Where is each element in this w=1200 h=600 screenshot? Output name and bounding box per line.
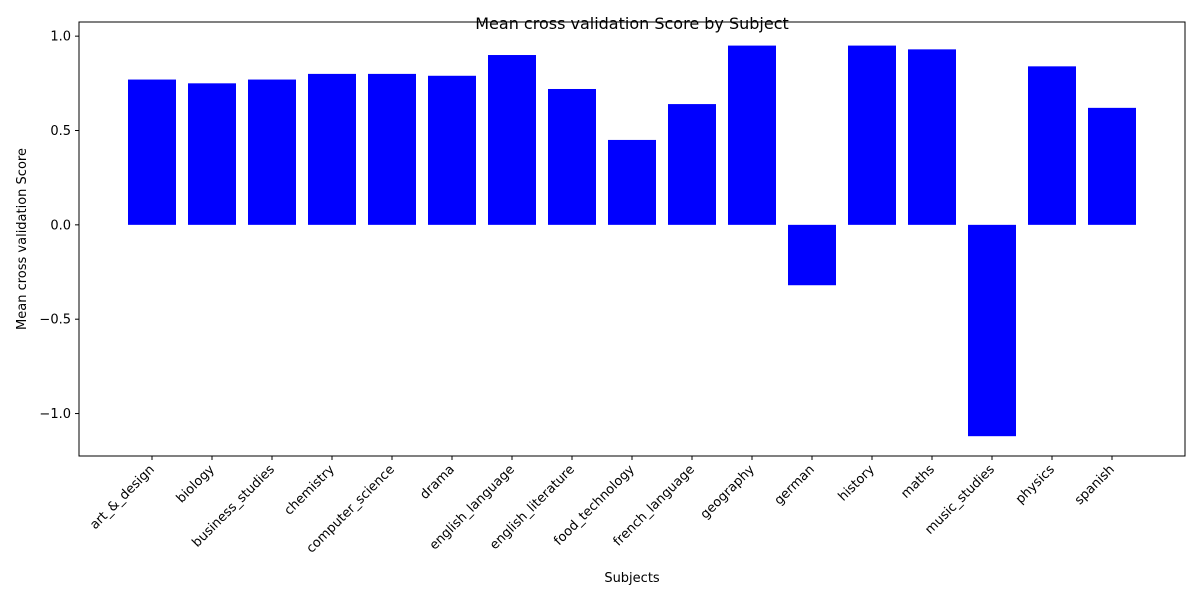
bar-spanish	[1088, 107, 1136, 225]
bar-art_&_design	[128, 79, 176, 225]
y-axis-label: Mean cross validation Score	[15, 148, 30, 330]
chart-title: Mean cross validation Score by Subject	[475, 14, 789, 33]
bar-german	[788, 224, 836, 286]
x-tick-label: german	[772, 462, 818, 508]
bar-computer_science	[368, 73, 416, 225]
y-tick-label: 1.0	[50, 30, 71, 45]
x-tick-label: history	[836, 462, 878, 504]
bar-english_literature	[548, 88, 596, 225]
bar-history	[848, 45, 896, 225]
bars-group	[128, 45, 1136, 437]
x-tick-label: maths	[898, 462, 938, 502]
bar-french_language	[668, 104, 716, 225]
x-tick-label: chemistry	[282, 462, 338, 518]
bar-physics	[1028, 66, 1076, 225]
plot-frame	[78, 21, 1186, 457]
bar-maths	[908, 49, 956, 225]
bar-geography	[728, 45, 776, 225]
x-axis-label: Subjects	[604, 571, 660, 586]
y-tick-label: −1.0	[39, 407, 71, 422]
x-tick-label: physics	[1013, 462, 1058, 507]
bar-chemistry	[308, 73, 356, 225]
x-tick-label: spanish	[1072, 462, 1118, 508]
y-axis-ticks: −1.0 −0.5 0.0 0.5 1.0	[39, 30, 79, 422]
x-tick-label: geography	[698, 462, 758, 522]
bar-biology	[188, 83, 236, 225]
y-tick-label: 0.0	[50, 218, 71, 233]
y-tick-label: −0.5	[39, 313, 71, 328]
bar-food_technology	[608, 139, 656, 225]
bar-business_studies	[248, 79, 296, 225]
x-tick-label: art_&_design	[87, 462, 157, 532]
x-tick-label: drama	[417, 462, 457, 502]
x-tick-label: biology	[174, 462, 218, 506]
bar-music_studies	[968, 224, 1016, 437]
y-tick-label: 0.5	[50, 124, 71, 139]
bar-drama	[428, 75, 476, 225]
bar-english_language	[488, 55, 536, 225]
